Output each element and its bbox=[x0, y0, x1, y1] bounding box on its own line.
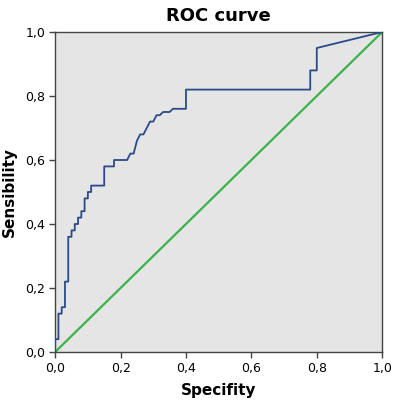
Y-axis label: Sensibility: Sensibility bbox=[2, 147, 17, 237]
X-axis label: Specifity: Specifity bbox=[181, 383, 256, 398]
Title: ROC curve: ROC curve bbox=[166, 7, 271, 25]
